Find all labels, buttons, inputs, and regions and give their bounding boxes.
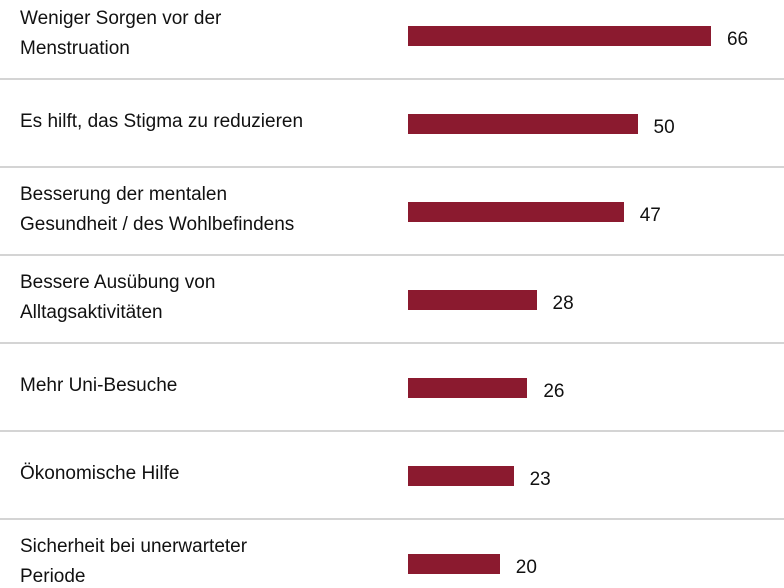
value-label: 66 [726,29,749,50]
bar [408,466,514,486]
bar [408,554,500,574]
row-separator [0,166,784,168]
bar [408,290,537,310]
category-label: Es hilft, das Stigma zu reduzieren [20,111,304,132]
row-separator [0,518,784,520]
row-separator [0,342,784,344]
row-separator [0,78,784,80]
value-label: 26 [543,381,565,402]
bar [408,202,624,222]
value-label: 28 [552,293,574,314]
category-label: Bessere Ausübung von Alltagsaktivitäten [20,272,216,323]
category-label: Ökonomische Hilfe [20,463,180,484]
value-label: 47 [639,205,661,226]
value-label: 50 [653,117,675,138]
category-label: Weniger Sorgen vor der Menstruation [20,8,222,59]
row-separator [0,254,784,256]
row-separator [0,430,784,432]
bar [408,26,711,46]
category-label: Sicherheit bei unerwarteter Periode [20,536,248,587]
bar [408,114,638,134]
value-label: 23 [529,469,551,490]
category-label: Besserung der mentalen Gesundheit / des … [20,184,295,235]
bar [408,378,528,398]
category-label: Mehr Uni-Besuche [20,375,178,396]
value-label: 20 [515,557,537,578]
